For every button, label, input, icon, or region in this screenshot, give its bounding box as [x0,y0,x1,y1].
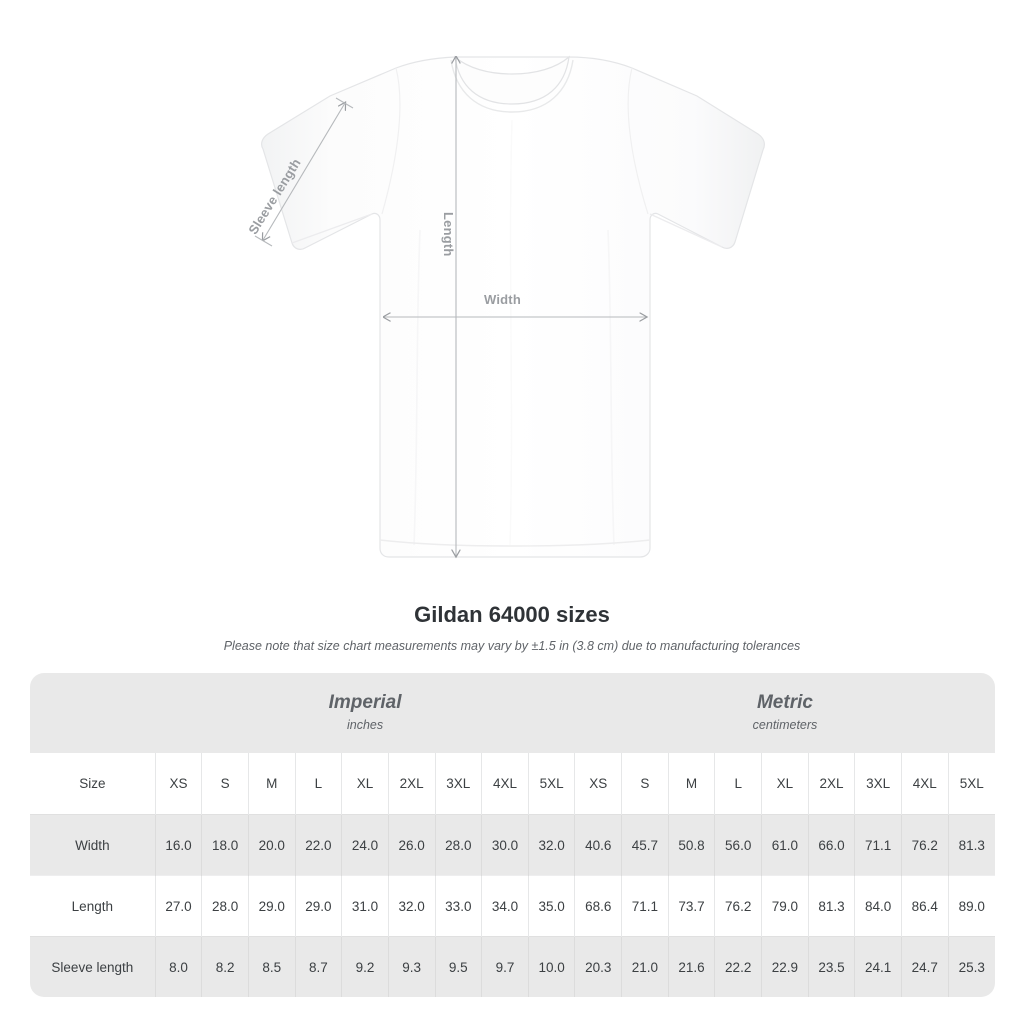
measurement-cell: 22.2 [714,936,762,997]
measurement-cell: 20.3 [574,936,622,997]
group-header-metric: Metric centimeters [574,673,995,753]
measurement-cell: 18.0 [201,814,249,876]
group-subtitle: inches [346,718,384,732]
measurement-cell: 9.3 [387,936,435,997]
size-header-cell: 3XL [854,753,902,815]
size-header-cell: 2XL [387,753,435,815]
measurement-cell: 29.0 [294,875,342,937]
size-header-cell: 2XL [807,753,855,815]
size-header-cell: XS [154,753,202,815]
size-header-cell: 5XL [947,753,995,815]
measurement-cell: 8.5 [247,936,296,997]
measurement-cell: 22.9 [761,936,809,997]
row-label: Width [30,814,156,876]
size-header-cell: M [247,753,296,815]
measurement-cell: 30.0 [481,814,529,876]
measurement-cell: 81.3 [807,875,855,937]
measurement-cell: 8.2 [201,936,249,997]
row-label: Length [30,875,156,937]
measurement-cell: 24.1 [854,936,902,997]
measurement-cell: 73.7 [667,875,715,937]
tolerance-note: Please note that size chart measurements… [223,639,801,653]
size-chart-table: Imperial inches Metric centimeters Size XS S M L… [30,673,995,997]
size-header-cell: S [201,753,249,815]
size-header-cell: 5XL [527,753,575,815]
table-row: Length 27.0 28.0 29.0 29.0 31.0 32.0 33.0 34.0 35… [30,875,995,937]
shirt-shape [261,55,765,558]
group-subtitle: centimeters [752,718,818,732]
size-header-cell: 3XL [434,753,482,815]
table-row: Sleeve length 8.0 8.2 8.5 8.7 9.2 9.3 9.5 9.7 10.… [30,936,995,997]
table-row: Width 16.0 18.0 20.0 22.0 24.0 26.0 28.0 30.0 32.… [30,814,995,876]
measurement-cell: 66.0 [807,814,855,876]
size-header-cell: M [667,753,715,815]
tshirt-illustration: Length Width Sleeve length [245,55,765,585]
measurement-cell: 20.0 [247,814,296,876]
size-chart-container: Imperial inches Metric centimeters Size XS S M L… [30,673,995,997]
measurement-cell: 61.0 [761,814,809,876]
page-title: Gildan 64000 sizes [414,602,610,627]
measurement-cell: 33.0 [434,875,482,937]
measurement-cell: 68.6 [574,875,622,937]
measurement-cell: 23.5 [807,936,855,997]
measurement-cell: 8.7 [294,936,342,997]
size-header-cell: XL [761,753,809,815]
measurement-cell: 35.0 [527,875,575,937]
measurement-cell: 50.8 [667,814,715,876]
group-header-row: Imperial inches Metric centimeters [30,673,995,753]
measurement-cell: 45.7 [621,814,669,876]
measurement-cell: 16.0 [154,814,202,876]
size-header-cell: 4XL [481,753,529,815]
measurement-cell: 89.0 [947,875,995,937]
measurement-cell: 8.0 [154,936,202,997]
measurement-cell: 84.0 [854,875,902,937]
measurement-cell: 21.0 [621,936,669,997]
group-header-imperial: Imperial inches [155,673,575,753]
measurement-cell: 28.0 [201,875,249,937]
group-title: Metric [756,692,813,713]
measurement-cell: 34.0 [481,875,529,937]
measurement-cell: 40.6 [574,814,622,876]
measurement-cell: 32.0 [387,875,435,937]
group-header-corner [30,673,156,753]
size-header-cell: 4XL [900,753,949,815]
measurement-cell: 86.4 [900,875,949,937]
measurement-cell: 9.7 [481,936,529,997]
size-header-cell: L [294,753,342,815]
measurement-cell: 71.1 [621,875,669,937]
tshirt-svg [254,55,765,585]
measurement-cell: 56.0 [714,814,762,876]
measurement-cell: 76.2 [900,814,949,876]
measurement-cell: 79.0 [761,875,809,937]
length-label: Length [441,212,456,257]
measurement-cell: 31.0 [341,875,389,937]
measurement-cell: 29.0 [247,875,296,937]
measurement-cell: 81.3 [947,814,995,876]
sleeve-dimension-arrow [254,97,354,247]
measurement-cell: 22.0 [294,814,342,876]
measurement-cell: 24.7 [900,936,949,997]
chart-heading: Gildan 64000 sizes Please note that size… [0,600,1024,656]
measurement-cell: 28.0 [434,814,482,876]
size-header-cell: XS [574,753,622,815]
width-label: Width [484,292,521,307]
measurement-cell: 25.3 [947,936,995,997]
row-label: Sleeve length [30,936,156,997]
size-header-cell: XL [341,753,389,815]
measurement-cell: 76.2 [714,875,762,937]
measurement-cell: 71.1 [854,814,902,876]
measurement-cell: 26.0 [387,814,435,876]
measurement-cell: 9.5 [434,936,482,997]
measurement-cell: 32.0 [527,814,575,876]
measurement-cell: 24.0 [341,814,389,876]
measurement-cell: 21.6 [667,936,715,997]
size-header-cell: S [621,753,669,815]
size-header-label: Size [30,753,156,815]
measurement-cell: 9.2 [341,936,389,997]
measurement-cell: 27.0 [154,875,202,937]
group-title: Imperial [328,692,402,713]
size-header-cell: L [714,753,762,815]
measurement-cell: 10.0 [527,936,575,997]
size-header-row: Size XS S M L XL 2XL 3XL 4XL 5XL XS S M L XL 2XL 3XL 4XL 5… [30,753,995,815]
